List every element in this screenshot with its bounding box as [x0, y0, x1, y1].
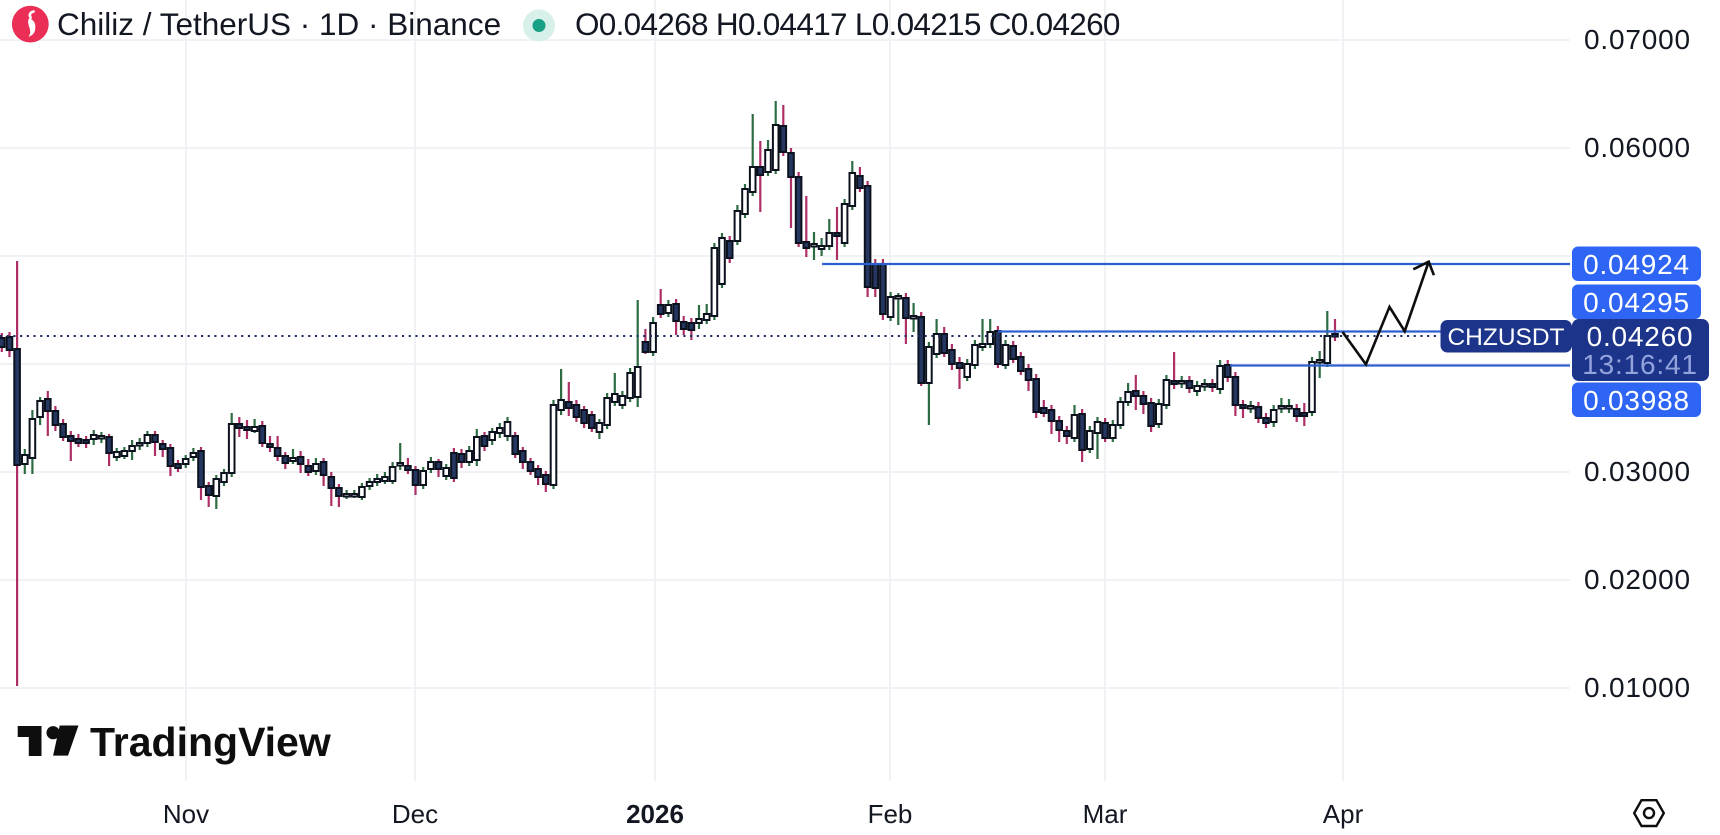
- svg-text:Dec: Dec: [392, 799, 438, 829]
- svg-text:0.04924: 0.04924: [1583, 249, 1690, 280]
- svg-text:0.02000: 0.02000: [1584, 564, 1691, 595]
- svg-text:0.04295: 0.04295: [1583, 287, 1690, 318]
- svg-text:TradingView: TradingView: [90, 719, 331, 765]
- svg-text:CHZUSDT: CHZUSDT: [1447, 324, 1564, 351]
- svg-text:0.03988: 0.03988: [1583, 385, 1690, 416]
- svg-text:Chiliz / TetherUS · 1D · Binan: Chiliz / TetherUS · 1D · Binance: [57, 6, 501, 42]
- svg-text:Feb: Feb: [868, 799, 913, 829]
- svg-text:13:16:41: 13:16:41: [1582, 349, 1697, 380]
- svg-text:Nov: Nov: [163, 799, 209, 829]
- svg-text:0.03000: 0.03000: [1584, 456, 1691, 487]
- svg-text:0.01000: 0.01000: [1584, 672, 1691, 703]
- svg-text:2026: 2026: [626, 799, 684, 829]
- svg-text:0.06000: 0.06000: [1584, 132, 1691, 163]
- svg-text:0.07000: 0.07000: [1584, 24, 1691, 55]
- svg-text:Apr: Apr: [1323, 799, 1364, 829]
- svg-text:O0.04268 H0.04417 L0.04215 C0.: O0.04268 H0.04417 L0.04215 C0.04260: [575, 6, 1120, 42]
- svg-text:0.04260: 0.04260: [1587, 321, 1694, 352]
- svg-text:Mar: Mar: [1083, 799, 1128, 829]
